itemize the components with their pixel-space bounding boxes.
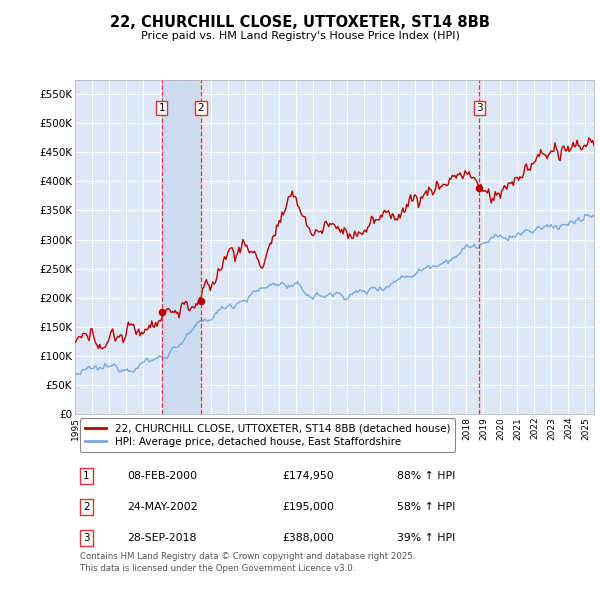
Text: 88% ↑ HPI: 88% ↑ HPI [397, 471, 455, 481]
Text: 58% ↑ HPI: 58% ↑ HPI [397, 502, 455, 512]
Text: 24-MAY-2002: 24-MAY-2002 [127, 502, 197, 512]
Text: Price paid vs. HM Land Registry's House Price Index (HPI): Price paid vs. HM Land Registry's House … [140, 31, 460, 41]
Text: 28-SEP-2018: 28-SEP-2018 [127, 533, 196, 543]
Text: 2: 2 [197, 103, 204, 113]
Text: 3: 3 [476, 103, 482, 113]
Text: 2: 2 [83, 502, 90, 512]
Text: 1: 1 [158, 103, 165, 113]
Bar [162, 80, 201, 414]
Text: £174,950: £174,950 [283, 471, 334, 481]
Legend: 22, CHURCHILL CLOSE, UTTOXETER, ST14 8BB (detached house), HPI: Average price, d: 22, CHURCHILL CLOSE, UTTOXETER, ST14 8BB… [80, 418, 455, 453]
Text: 39% ↑ HPI: 39% ↑ HPI [397, 533, 455, 543]
Text: £388,000: £388,000 [283, 533, 335, 543]
Text: 22, CHURCHILL CLOSE, UTTOXETER, ST14 8BB: 22, CHURCHILL CLOSE, UTTOXETER, ST14 8BB [110, 15, 490, 30]
Text: 3: 3 [83, 533, 90, 543]
Text: £195,000: £195,000 [283, 502, 335, 512]
Text: 08-FEB-2000: 08-FEB-2000 [127, 471, 197, 481]
Text: 1: 1 [83, 471, 90, 481]
Text: Contains HM Land Registry data © Crown copyright and database right 2025.
This d: Contains HM Land Registry data © Crown c… [80, 552, 416, 573]
